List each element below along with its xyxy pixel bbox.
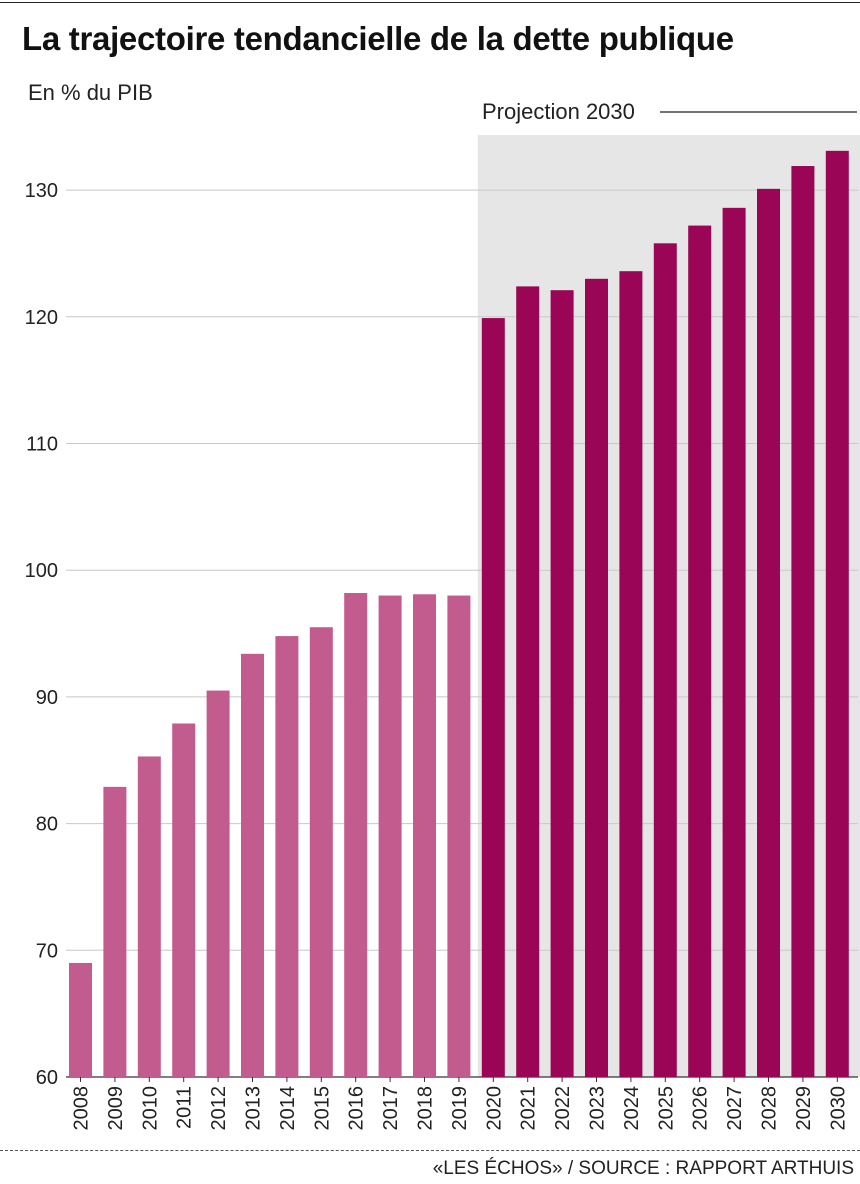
bar-2017 (378, 595, 402, 1077)
x-tick-label-2029: 2029 (793, 1086, 815, 1131)
bar-2018 (413, 594, 436, 1077)
x-tick-label-2019: 2019 (449, 1086, 471, 1131)
x-tick-label-2020: 2020 (483, 1086, 505, 1131)
bar-2016 (344, 593, 368, 1077)
x-tick-label-2009: 2009 (105, 1086, 127, 1131)
x-tick-label-2018: 2018 (415, 1086, 437, 1131)
y-tick-label-60: 60 (36, 1067, 58, 1089)
bars (69, 150, 849, 1078)
y-axis-unit-label: En % du PIB (28, 80, 153, 105)
bar-2024 (619, 271, 643, 1077)
bar-2014 (275, 636, 299, 1077)
top-rule (0, 2, 860, 3)
source-credit: «LES ÉCHOS» / SOURCE : RAPPORT ARTHUIS (432, 1158, 854, 1179)
bar-2030 (825, 150, 849, 1077)
x-tick-label-2026: 2026 (690, 1086, 712, 1131)
projection-annotation: Projection 2030 (482, 99, 857, 124)
x-tick-label-2023: 2023 (587, 1086, 609, 1131)
bar-2015 (309, 627, 333, 1077)
bar-2019 (447, 595, 471, 1077)
y-tick-label-120: 120 (25, 307, 58, 329)
x-axis-ticks: 2008 2009 2010 2011 2012 2013 2014 2015 2016 2017… (71, 1077, 849, 1131)
bar-2026 (688, 225, 712, 1078)
y-tick-label-100: 100 (25, 560, 58, 582)
x-tick-label-2012: 2012 (208, 1086, 230, 1131)
bar-2021 (516, 286, 540, 1078)
bar-2011 (172, 723, 196, 1077)
y-tick-label-130: 130 (25, 180, 58, 202)
y-tick-label-110: 110 (26, 434, 58, 456)
x-tick-label-2016: 2016 (346, 1086, 368, 1131)
x-tick-label-2017: 2017 (380, 1086, 402, 1131)
x-tick-label-2010: 2010 (139, 1086, 161, 1131)
footer-divider (0, 1150, 860, 1151)
x-tick-label-2013: 2013 (243, 1086, 265, 1131)
x-tick-label-2014: 2014 (277, 1086, 299, 1131)
x-tick-label-2025: 2025 (655, 1086, 677, 1131)
bar-2028 (757, 188, 780, 1077)
x-tick-label-2030: 2030 (827, 1086, 849, 1131)
x-tick-label-2024: 2024 (621, 1086, 643, 1131)
x-tick-label-2011: 2011 (174, 1086, 196, 1129)
bar-2010 (137, 756, 161, 1077)
x-tick-label-2027: 2027 (724, 1086, 746, 1131)
x-tick-label-2022: 2022 (552, 1086, 574, 1131)
bar-2027 (722, 207, 746, 1077)
bar-2009 (103, 786, 127, 1077)
bar-2025 (653, 243, 677, 1078)
chart-title: La trajectoire tendancielle de la dette … (22, 20, 734, 57)
y-axis-ticks: 60 70 80 90 100 110 120 130 (25, 180, 58, 1089)
bar-2008 (69, 962, 92, 1077)
y-tick-label-80: 80 (36, 814, 58, 836)
y-tick-label-90: 90 (36, 687, 58, 709)
x-tick-label-2021: 2021 (518, 1086, 540, 1131)
bar-2013 (241, 653, 264, 1077)
bar-chart: 60 70 80 90 100 110 120 130 2008 2009 2010 2011 201… (25, 99, 860, 1131)
x-tick-label-2028: 2028 (759, 1086, 781, 1131)
bar-2022 (550, 290, 574, 1077)
bar-2029 (791, 166, 815, 1078)
y-tick-label-70: 70 (36, 940, 58, 962)
x-tick-label-2008: 2008 (71, 1086, 93, 1131)
bar-2020 (481, 318, 505, 1077)
bar-2023 (585, 278, 608, 1077)
projection-label: Projection 2030 (482, 99, 635, 124)
bar-2012 (206, 690, 230, 1077)
x-tick-label-2015: 2015 (311, 1086, 333, 1131)
